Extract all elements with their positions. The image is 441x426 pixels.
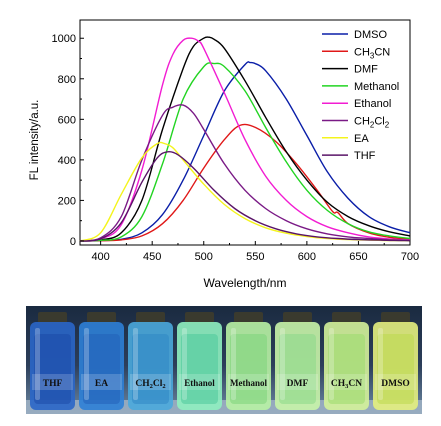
vial-label-band bbox=[179, 374, 220, 390]
plot-area: 400 450 500 550 600 650 700 0 200 400 600 800 1000 bbox=[52, 19, 419, 263]
vial-highlight bbox=[182, 328, 187, 400]
vial-liquid bbox=[279, 334, 316, 404]
vial-highlight bbox=[329, 328, 334, 400]
y-tick-label: 200 bbox=[58, 195, 76, 207]
legend-label: CH2Cl2 bbox=[354, 116, 390, 130]
series-line-dmf bbox=[79, 36, 411, 242]
vial-label: DMF bbox=[287, 379, 309, 389]
vial-label: CH2Cl2 bbox=[135, 379, 165, 390]
vial-highlight bbox=[231, 328, 236, 400]
series-line-ch2cl2 bbox=[79, 104, 411, 242]
legend-label: Ethanol bbox=[354, 98, 391, 110]
vial-label-band bbox=[81, 374, 122, 390]
series-line-dmso bbox=[79, 61, 411, 242]
vial-cap bbox=[38, 312, 67, 324]
vial-highlight bbox=[35, 328, 40, 400]
x-tick-label: 650 bbox=[349, 251, 367, 263]
series-line-thf bbox=[79, 150, 411, 242]
y-tick-label: 0 bbox=[70, 236, 76, 248]
legend-label: EA bbox=[354, 133, 369, 145]
vial: THF bbox=[30, 312, 75, 410]
vial: Ethanol bbox=[177, 312, 222, 410]
legend-label: THF bbox=[354, 150, 376, 162]
series-lines bbox=[79, 36, 411, 242]
photo-bench bbox=[26, 400, 422, 414]
vial-cap bbox=[185, 312, 214, 324]
vial-highlight bbox=[133, 328, 138, 400]
vial-cap bbox=[136, 312, 165, 324]
legend-label: DMF bbox=[354, 64, 378, 76]
legend-label: Methanol bbox=[354, 81, 399, 93]
x-tick-label: 700 bbox=[401, 251, 419, 263]
vial-liquid bbox=[181, 334, 218, 404]
vial-cap bbox=[87, 312, 116, 324]
x-tick-label: 500 bbox=[195, 251, 213, 263]
vial-cap bbox=[381, 312, 410, 324]
vial-label-band bbox=[228, 374, 269, 390]
vial-cap bbox=[332, 312, 361, 324]
vial-label-band bbox=[277, 374, 318, 390]
y-axis-ticks: 0 200 400 600 800 1000 bbox=[52, 33, 84, 248]
x-axis-ticks: 400 450 500 550 600 650 700 bbox=[91, 241, 419, 263]
vial-label: Methanol bbox=[230, 378, 267, 388]
vial-liquid bbox=[377, 334, 414, 404]
vial-label-band bbox=[32, 374, 73, 390]
plot-frame bbox=[79, 19, 411, 246]
y-tick-label: 400 bbox=[58, 155, 76, 167]
vial: EA bbox=[79, 312, 124, 410]
vial-label-band bbox=[130, 374, 171, 390]
legend-label: DMSO bbox=[354, 29, 387, 41]
y-tick-label: 1000 bbox=[52, 33, 76, 45]
vial-label: CH3CN bbox=[331, 379, 362, 390]
vial-cap bbox=[234, 312, 263, 324]
vial-label: THF bbox=[43, 379, 63, 389]
vial: DMSO bbox=[373, 312, 418, 410]
series-line-ethanol bbox=[79, 37, 411, 242]
vial-liquid bbox=[328, 334, 365, 404]
emission-spectra-chart: 400 450 500 550 600 650 700 02004006008001000 … bbox=[29, 19, 419, 290]
vial-liquid bbox=[34, 334, 71, 404]
vial: CH2Cl2 bbox=[128, 312, 173, 410]
vial-label: Ethanol bbox=[184, 378, 215, 388]
x-tick-label: 400 bbox=[91, 251, 109, 263]
vial-highlight bbox=[378, 328, 383, 400]
legend-label: CH3CN bbox=[354, 46, 390, 60]
x-tick-label: 450 bbox=[143, 251, 161, 263]
vial-highlight bbox=[84, 328, 89, 400]
x-axis-label: Wavelength/nm bbox=[204, 276, 287, 290]
vial-label-band bbox=[375, 374, 416, 390]
y-tick-label: 600 bbox=[58, 114, 76, 126]
vial-liquid bbox=[230, 334, 267, 404]
vial-liquid bbox=[83, 334, 120, 404]
y-axis-label: FL intensity/a.u. bbox=[29, 100, 41, 181]
x-tick-label: 550 bbox=[246, 251, 264, 263]
legend: DMSO CH3CN DMF Methanol Ethanol CH2Cl2 EA THF bbox=[322, 29, 399, 162]
vial: CH3CN bbox=[324, 312, 369, 410]
vial-liquid bbox=[132, 334, 169, 404]
vial-cap bbox=[283, 312, 312, 324]
vial-highlight bbox=[280, 328, 285, 400]
vial-label-band bbox=[326, 374, 367, 390]
series-line-methanol bbox=[79, 62, 411, 242]
vial: Methanol bbox=[226, 312, 271, 410]
vial-label: EA bbox=[95, 379, 108, 389]
y-tick-label: 800 bbox=[58, 74, 76, 86]
vial-row: THF EA CH2Cl2 Ethanol Methanol DMF CH3CN DMSO bbox=[30, 312, 418, 410]
x-tick-label: 600 bbox=[298, 251, 316, 263]
vial: DMF bbox=[275, 312, 320, 410]
vial-label: DMSO bbox=[381, 379, 410, 389]
